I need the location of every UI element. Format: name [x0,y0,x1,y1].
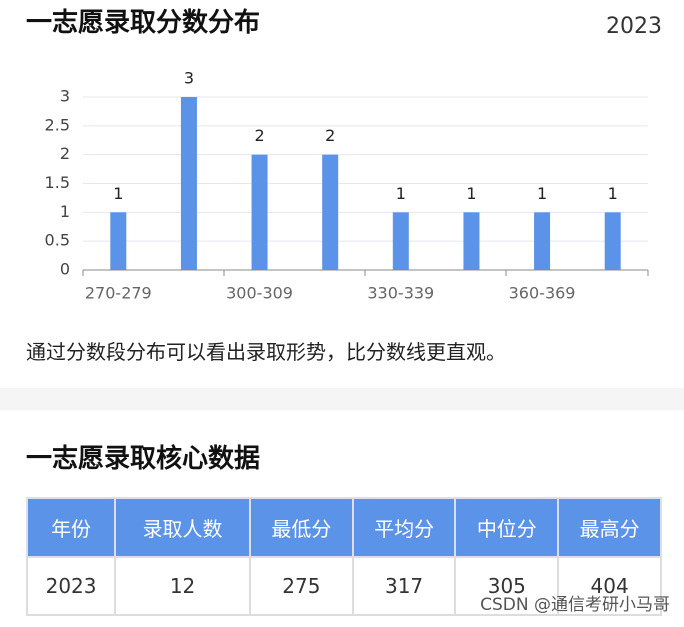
data-label: 1 [608,184,618,203]
chart: 0 0.5 1 1.5 2 2.5 3 270-279 1 3 300-309 2 2 330-339 1 1… [45,69,649,303]
bar [604,212,621,270]
data-table: 年份 录取人数 最低分 平均分 中位分 最高分 2023 12 275 317 305 404 [25,497,662,616]
table-cell: 305 [454,556,560,616]
separator [0,388,684,410]
header-cell: 最低分 [248,497,354,558]
data-label: 1 [537,184,547,203]
x-tick-label: 360-369 [509,284,576,303]
x-tick-label: 270-279 [85,284,152,303]
data-label: 1 [396,184,406,203]
section-title: 一志愿录取核心数据 [26,444,261,474]
bar [534,212,551,270]
y-tick-label: 0 [60,260,70,279]
bar [110,212,127,270]
bar [463,212,480,270]
y-tick-label: 3 [60,87,70,106]
data-label: 3 [184,69,194,88]
header-cell: 录取人数 [114,497,251,558]
header-cell: 最高分 [557,497,662,558]
bar [251,154,268,270]
table-cell: 12 [114,556,251,616]
data-label: 2 [325,126,335,145]
table-row: 2023 12 275 317 305 404 [25,556,662,616]
data-label: 2 [254,126,264,145]
header-cell: 年份 [25,497,117,558]
header-cell: 平均分 [351,497,457,558]
caption: 通过分数段分布可以看出录取形势，比分数线更直观。 [26,340,506,364]
table-cell: 2023 [25,556,117,616]
table-cell: 317 [351,556,457,616]
x-tick-label: 330-339 [367,284,434,303]
watermark: CSDN @通信考研小马哥 [480,595,670,615]
title: 一志愿录取分数分布 [26,8,261,38]
table-cell: 404 [557,556,662,616]
x-tick-label: 300-309 [226,284,293,303]
y-tick-label: 1.5 [45,173,70,192]
y-tick-label: 2.5 [45,115,70,134]
data-label: 1 [113,184,123,203]
bar [392,212,409,270]
year: 2023 [606,14,662,39]
table-cell: 275 [248,556,354,616]
header-cell: 中位分 [454,497,560,558]
bar [180,97,197,270]
y-tick-label: 1 [60,202,70,221]
y-tick-label: 0.5 [45,231,70,250]
data-label: 1 [466,184,476,203]
bar [322,154,339,270]
y-tick-label: 2 [60,144,70,163]
